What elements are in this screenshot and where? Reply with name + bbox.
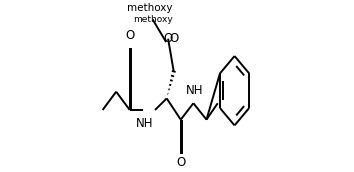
Text: NH: NH [136, 117, 153, 130]
Text: NH: NH [185, 84, 203, 97]
Text: O: O [169, 32, 178, 45]
Text: O: O [125, 29, 135, 42]
Text: O: O [176, 156, 185, 169]
Text: O: O [164, 32, 173, 45]
Text: methoxy: methoxy [133, 15, 172, 24]
Text: methoxy: methoxy [127, 3, 172, 13]
